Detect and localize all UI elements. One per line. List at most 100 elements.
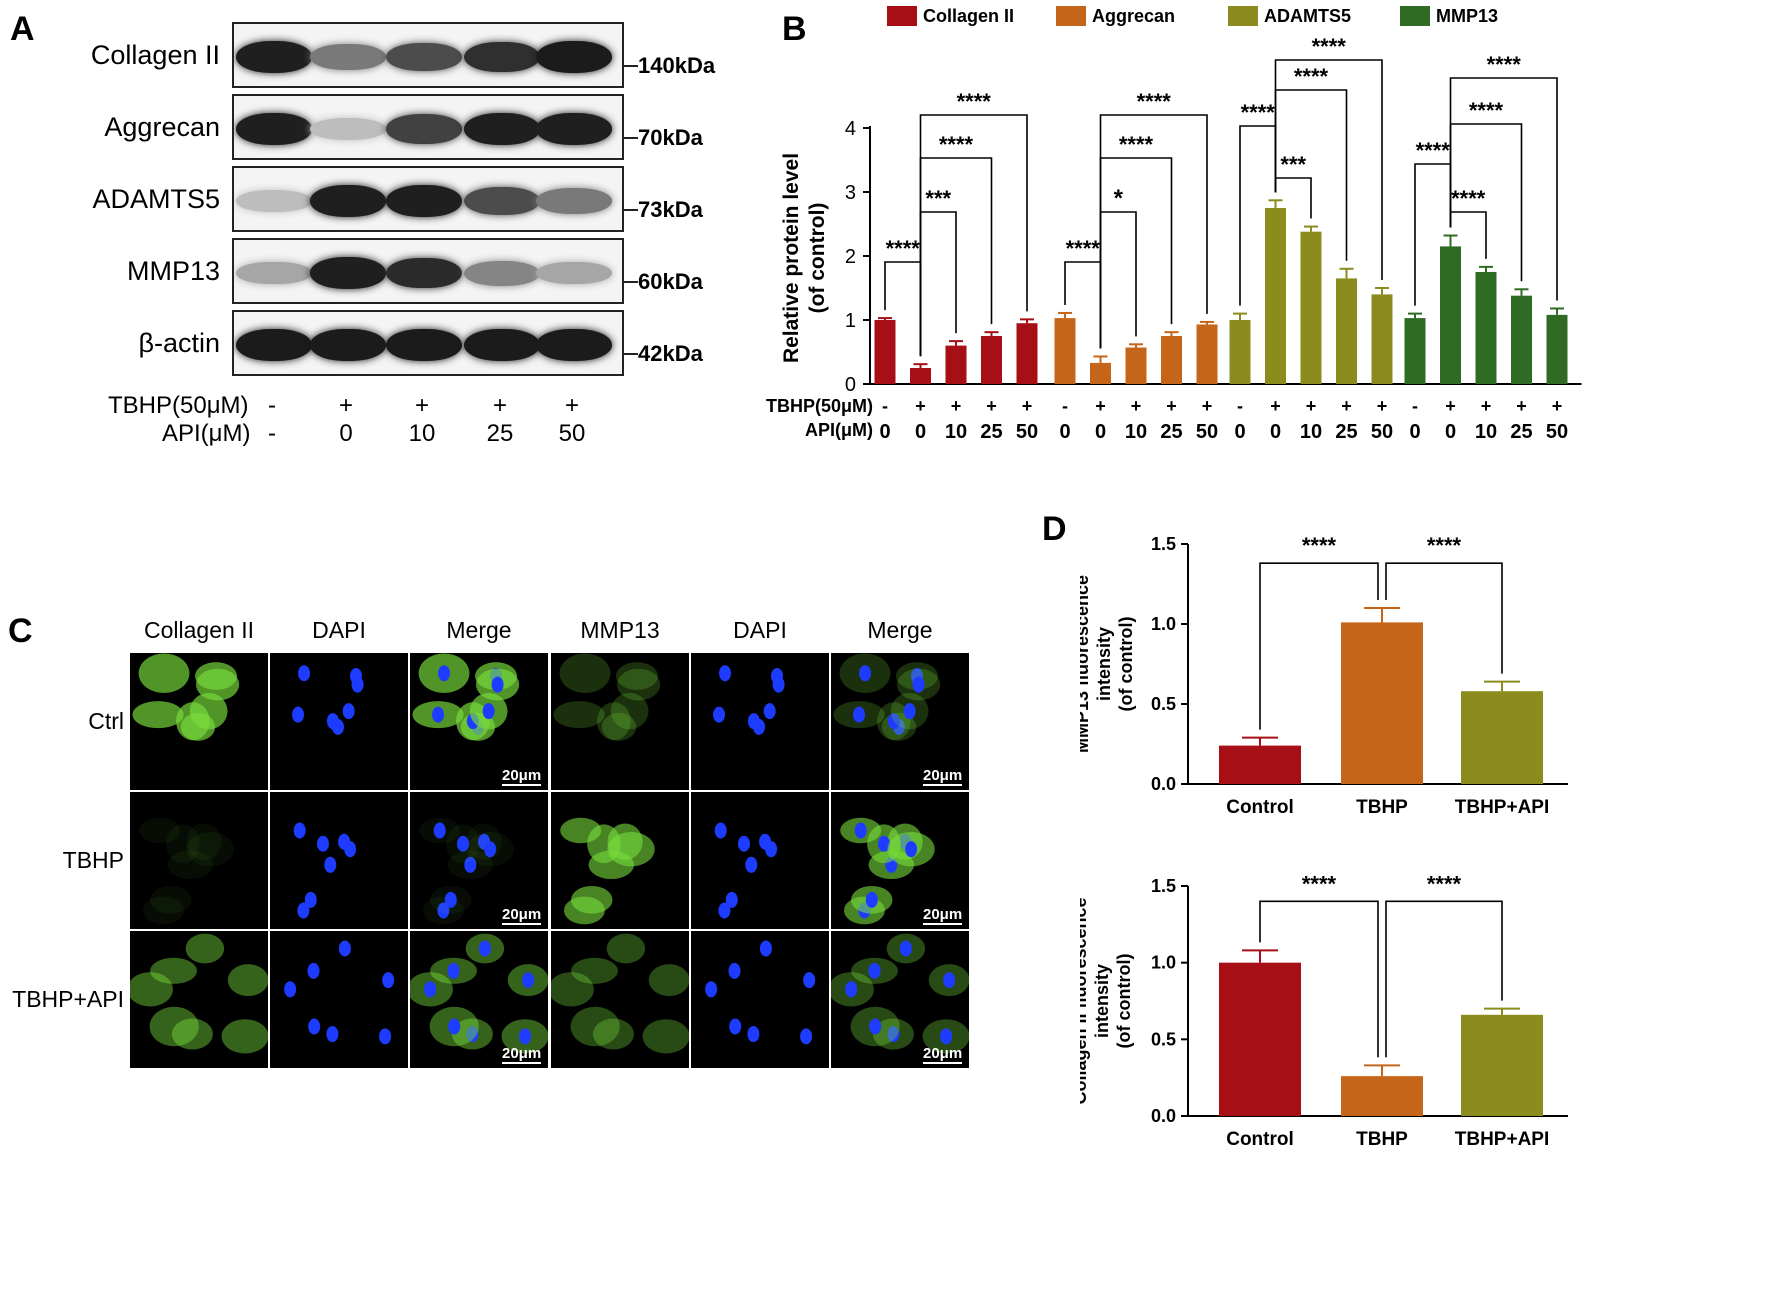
blot-membrane xyxy=(232,166,624,232)
tbhp-axis-label: TBHP(50μM) xyxy=(766,396,873,416)
cell-cytoplasm xyxy=(130,972,173,1007)
y-tick-label: 1.0 xyxy=(1151,614,1176,634)
significance-label: **** xyxy=(1451,186,1486,211)
y-tick-label: 0.0 xyxy=(1151,1106,1176,1126)
cell-nucleus xyxy=(869,1018,882,1035)
mmp13-fluorescence-chart: 0.0 0.5 1.0 1.5 MMP13 fluorescence intensity(… xyxy=(1080,533,1568,818)
y-axis-label: Relative protein level (of control) xyxy=(780,153,829,363)
micrograph-tile xyxy=(691,931,829,1068)
significance-label: **** xyxy=(1302,871,1337,896)
cell-nucleus xyxy=(326,1026,339,1043)
x-tick-label: TBHP xyxy=(1356,797,1408,818)
blot-band xyxy=(464,329,540,361)
bar xyxy=(1461,1014,1543,1116)
cell-cytoplasm xyxy=(616,668,661,701)
cell-cytoplasm xyxy=(167,850,213,880)
blot-band xyxy=(464,41,540,73)
cell-nucleus xyxy=(448,1018,461,1035)
cell-nucleus xyxy=(725,891,738,908)
cell-cytoplasm xyxy=(597,702,631,741)
kda-tick xyxy=(624,353,638,355)
cell-nucleus xyxy=(745,856,758,873)
cell-cytoplasm xyxy=(642,1019,689,1054)
legend-label: Aggrecan xyxy=(1092,6,1175,26)
tbhp-value: + xyxy=(951,396,962,416)
panel-b-letter: B xyxy=(782,10,807,48)
cell-cytoplasm xyxy=(559,653,611,694)
kda-label: 140kDa xyxy=(638,53,716,78)
scale-bar: 20μm xyxy=(923,1045,963,1064)
bar xyxy=(1461,691,1543,784)
cell-nucleus xyxy=(800,1028,813,1045)
collagen-fluorescence-chart: 0.0 0.5 1.0 1.5 Collagen II fluorescence inte… xyxy=(1080,871,1568,1150)
panel-d-letter: D xyxy=(1042,510,1067,548)
tbhp-label: TBHP(50μM) xyxy=(108,392,249,419)
panel-c-letter: C xyxy=(8,612,33,650)
cell-cytoplasm xyxy=(150,885,192,914)
bar xyxy=(945,345,967,384)
legend-label: Collagen II xyxy=(923,6,1014,26)
column-header: Merge xyxy=(867,617,933,643)
x-tick-label: Control xyxy=(1226,797,1294,818)
bar xyxy=(1511,295,1532,384)
cell-nucleus xyxy=(338,940,351,957)
micrograph-tile: 20μm xyxy=(410,931,548,1068)
cell-nucleus xyxy=(324,856,337,873)
micrograph-tile xyxy=(270,931,408,1068)
y-tick-label: 0 xyxy=(845,374,856,396)
kda-tick xyxy=(624,65,638,67)
cell-nucleus xyxy=(705,981,718,998)
tbhp-value: + xyxy=(1341,396,1352,416)
cell-nucleus xyxy=(729,1018,742,1035)
bar xyxy=(1341,1076,1423,1116)
api-value: 50 xyxy=(1016,421,1038,443)
tbhp-value: + xyxy=(915,396,926,416)
cell-nucleus xyxy=(737,835,750,852)
significance-label: **** xyxy=(1294,64,1329,89)
blot-band xyxy=(536,188,612,214)
significance-label: **** xyxy=(1427,533,1462,558)
api-value: 50 xyxy=(1546,421,1568,443)
cell-cytoplasm xyxy=(606,933,646,964)
api-value: 25 xyxy=(1510,421,1532,443)
cell-nucleus xyxy=(326,713,339,730)
cell-cytoplasm xyxy=(592,1018,634,1050)
bar xyxy=(1440,246,1461,384)
cell-nucleus xyxy=(905,841,918,858)
cell-cytoplasm xyxy=(560,817,602,844)
cell-cytoplasm xyxy=(132,701,184,729)
significance-label: **** xyxy=(1416,138,1451,163)
blot-band xyxy=(464,113,540,145)
cell-cytoplasm xyxy=(150,957,197,984)
bar xyxy=(1196,324,1218,384)
api-value: 0 xyxy=(1095,421,1106,443)
cell-nucleus xyxy=(747,1026,760,1043)
api-value: 0 xyxy=(879,421,890,443)
bar xyxy=(1219,745,1301,784)
cell-nucleus xyxy=(713,706,726,723)
api-value: 10 xyxy=(1125,421,1147,443)
row-header: TBHP+API xyxy=(12,986,124,1012)
tbhp-value: + xyxy=(1202,396,1213,416)
tbhp-value: + xyxy=(986,396,997,416)
bar xyxy=(910,368,931,384)
cell-cytoplasm xyxy=(227,964,268,997)
cell-cytoplasm xyxy=(570,1006,620,1047)
blot-band xyxy=(386,329,462,361)
cell-cytoplasm xyxy=(149,1006,199,1047)
blot-membrane xyxy=(232,310,624,376)
tbhp-value: + xyxy=(1270,396,1281,416)
cell-cytoplasm xyxy=(648,964,689,997)
legend-swatch xyxy=(1228,6,1258,26)
cell-nucleus xyxy=(432,706,445,723)
kda-label: 73kDa xyxy=(638,197,703,222)
cell-cytoplasm xyxy=(186,831,234,867)
tbhp-value: + xyxy=(1445,396,1456,416)
cell-nucleus xyxy=(899,940,912,957)
legend-swatch xyxy=(1056,6,1086,26)
significance-label: * xyxy=(1114,185,1124,212)
significance-bracket xyxy=(919,211,957,357)
api-value: 0 xyxy=(1270,421,1281,443)
y-tick-label: 2 xyxy=(845,246,856,268)
cell-nucleus xyxy=(854,822,867,839)
